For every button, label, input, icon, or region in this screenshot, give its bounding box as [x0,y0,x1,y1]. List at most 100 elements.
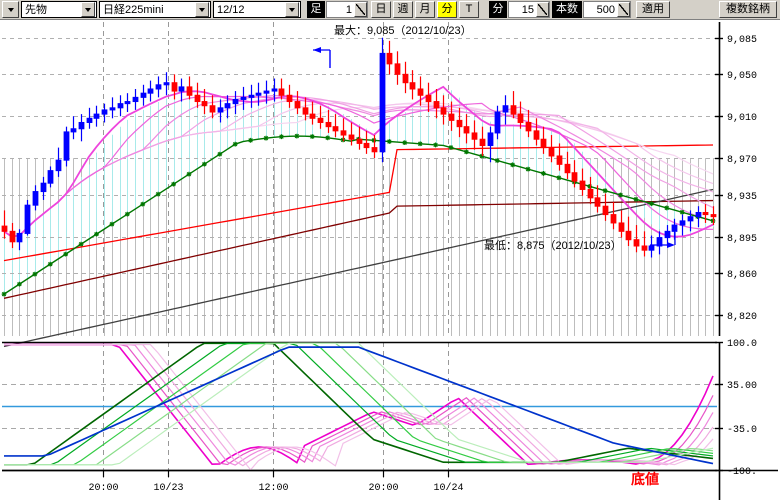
candle-body [710,214,717,218]
candle-body [271,88,278,92]
candle-body [425,94,432,103]
candle-body [240,96,247,100]
candle-body [340,130,347,136]
chevron-down-icon[interactable] [195,2,209,17]
candle-body [363,142,370,149]
baseline-band-line [3,188,714,348]
candle-body [525,121,532,132]
candle-body [302,107,309,115]
price-tick-label: 8,860 [727,270,757,281]
candle-body [263,90,270,94]
candle-body [633,239,640,247]
price-tick-label: 8,895 [727,234,757,245]
osc-tick-label: 100.0 [727,339,757,350]
time-tick-label: 10/24 [433,482,463,494]
candle-body [579,180,586,190]
count-stepper[interactable]: 500 [583,1,631,18]
stepper-icon[interactable] [354,2,367,17]
period-button-day[interactable]: 日 [371,1,391,18]
candle-body [702,211,709,216]
low-annotation-label: 最低：8,875（2012/10/23） [484,239,622,252]
candle-body [155,84,162,90]
candle-body [132,96,139,103]
candle-body [594,197,601,207]
left-dropdown-button[interactable] [2,1,19,18]
candle-body [70,128,77,133]
candle-body [278,88,285,96]
chevron-down-icon[interactable] [81,2,95,17]
stepper-icon[interactable] [536,2,549,17]
osc-green-line [4,342,714,466]
osc-green-line [4,342,714,466]
candle-body [641,245,648,251]
candle-body [386,52,393,65]
candle-body [548,147,555,157]
candle-body [556,155,563,165]
candle-body [587,188,594,199]
apply-button[interactable]: 適用 [636,1,670,18]
chart-canvas[interactable]: 最大：9,085（2012/10/23） 最低：8,875（2012/10/23）… [0,20,780,500]
candle-body [201,101,208,107]
candle-body [147,88,154,94]
symbol-select[interactable]: 日経225mini [99,1,211,18]
candle-body [317,117,324,123]
period-button-month[interactable]: 月 [415,1,435,18]
chevron-down-icon[interactable] [285,2,299,17]
candle-body [564,163,571,174]
candle-body [78,121,85,130]
candle-body [124,101,131,105]
candle-body [217,107,224,113]
low-annotation: 最低：8,875（2012/10/23） [484,232,676,252]
high-annotation-label: 最大：9,085（2012/10/23） [334,23,472,37]
time-tick-label: 20:00 [368,483,398,494]
candle-body [487,132,494,147]
stepper-icon[interactable] [617,2,630,17]
candle-body [494,111,501,134]
multi-symbol-button[interactable]: 複数銘柄 [719,1,777,18]
market-select[interactable]: 先物 [21,1,97,18]
osc-tick-label: -35.0 [727,425,757,436]
candle-body [63,131,70,161]
osc-green-line [4,342,714,466]
candle-body [117,103,124,109]
contract-select[interactable]: 12/12 [213,1,301,18]
candle-body [648,245,655,251]
candle-body [224,103,231,109]
candle-body [356,138,363,144]
chevron-down-icon [7,7,14,12]
candle-body [695,211,702,218]
candle-body [286,94,293,103]
period-button-tick[interactable]: T [459,1,479,18]
candle-body [178,86,185,92]
time-gridlines [103,22,449,478]
candle-body [47,170,54,184]
candle-body [540,138,547,149]
count-label: 本数 [552,1,582,18]
candle-body [602,205,609,216]
period-button-week[interactable]: 週 [393,1,413,18]
candle-body [109,107,116,111]
candle-body [479,138,486,147]
period-button-minute[interactable]: 分 [437,1,457,18]
candle-body [186,86,193,96]
candle-body [656,237,663,247]
candle-body [671,224,678,232]
candle-body [625,230,632,241]
candlestick-series[interactable] [1,37,717,258]
candle-body [86,117,93,123]
high-annotation: 最大：9,085（2012/10/23） [313,23,472,68]
symbol-select-value: 日経225mini [103,3,164,16]
minute-stepper[interactable]: 15 [508,1,550,18]
ma-ribbon-line [3,94,714,238]
ma-ribbon-line [3,95,714,238]
chart-svg[interactable]: 最大：9,085（2012/10/23） 最低：8,875（2012/10/23）… [0,20,780,500]
candle-body [1,225,8,232]
ashi-stepper[interactable]: 1 [326,1,368,18]
time-tick-label: 20:00 [88,483,118,494]
candle-body [409,82,416,90]
candle-body [140,92,147,98]
candle-body [417,88,424,96]
candle-body [371,147,378,153]
candle-body [194,94,201,103]
candle-body [533,130,540,140]
